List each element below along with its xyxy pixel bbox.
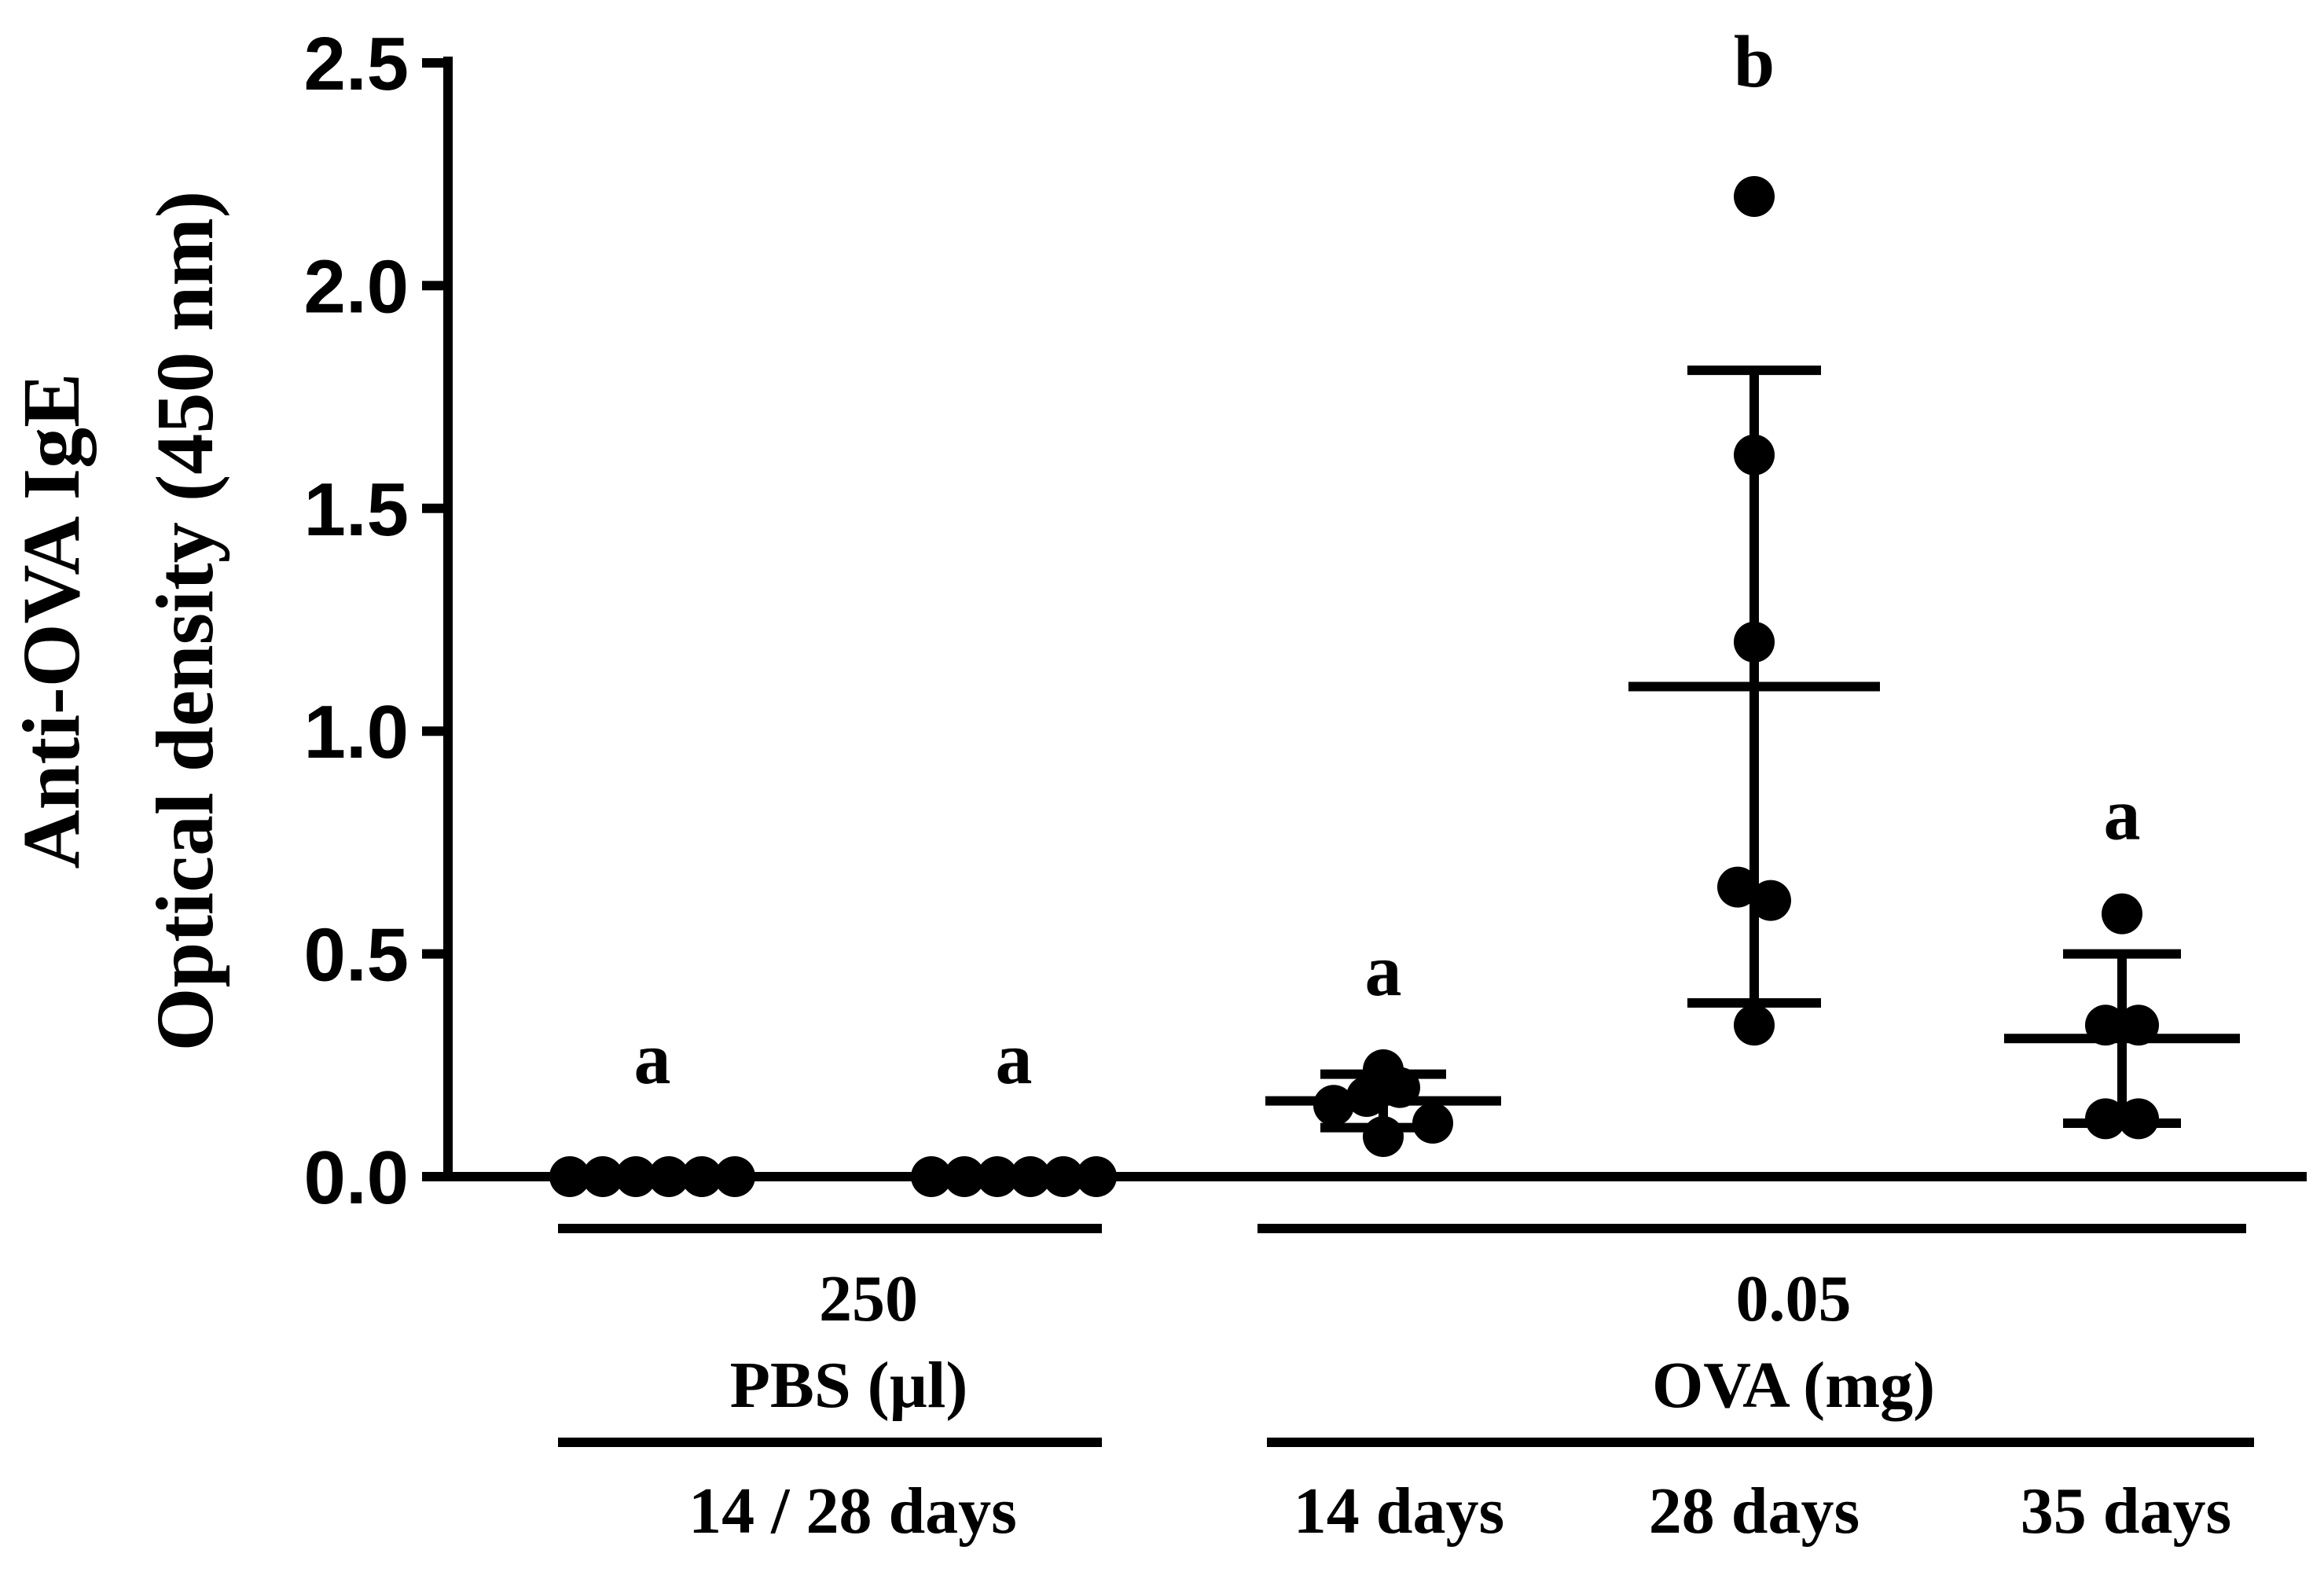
ova-time-35-label: 35 days bbox=[2021, 1475, 2231, 1548]
group-4-data-point bbox=[1734, 1005, 1775, 1046]
group-5-data-point bbox=[2085, 1098, 2126, 1140]
y-tick-label: 2.5 bbox=[304, 22, 409, 106]
group-1-data-point bbox=[615, 1156, 656, 1197]
ova-time-28-label: 28 days bbox=[1649, 1475, 1860, 1548]
y-tick-label: 0.0 bbox=[304, 1136, 409, 1220]
group-2-data-point bbox=[1076, 1156, 1117, 1197]
group-5-data-point bbox=[2085, 1005, 2126, 1046]
group-2-data-point bbox=[1010, 1156, 1051, 1197]
y-axis-title-line2: Optical density (450 nm) bbox=[140, 191, 230, 1052]
group-2-data-point bbox=[977, 1156, 1018, 1197]
group-1-significance-letter: a bbox=[634, 1018, 671, 1100]
group-4-data-point bbox=[1734, 621, 1775, 663]
group-4-significance-letter: b bbox=[1734, 21, 1775, 103]
group-4-data-point bbox=[1734, 434, 1775, 476]
y-tick-label: 0.5 bbox=[304, 913, 409, 997]
group-2-significance-letter: a bbox=[996, 1018, 1033, 1100]
group-3-data-point bbox=[1412, 1102, 1453, 1144]
group-2-data-point bbox=[911, 1156, 952, 1197]
group-1-data-point bbox=[714, 1156, 755, 1197]
group-5-data-point bbox=[2102, 893, 2142, 935]
pbs-time-label: 14 / 28 days bbox=[688, 1475, 1017, 1548]
group-1-data-point bbox=[582, 1156, 623, 1197]
group-4-data-point bbox=[1750, 880, 1791, 921]
y-axis-title-line1: Anti-OVA IgE bbox=[6, 373, 97, 869]
group-4-data-point bbox=[1734, 176, 1775, 218]
y-tick-label: 1.0 bbox=[304, 690, 409, 774]
group-5-significance-letter: a bbox=[2104, 774, 2141, 856]
group-4-data-point bbox=[1717, 866, 1758, 908]
ova-dose-label: 0.05 bbox=[1736, 1262, 1852, 1335]
group-3-data-point bbox=[1313, 1085, 1354, 1126]
group-3-significance-letter: a bbox=[1365, 930, 1402, 1012]
group-3-data-point bbox=[1363, 1115, 1404, 1157]
data-marks: a a a b a bbox=[549, 21, 2240, 1197]
group-5-data-point bbox=[2118, 1005, 2159, 1046]
ova-time-14-label: 14 days bbox=[1294, 1475, 1504, 1548]
y-tick-label: 2.0 bbox=[304, 244, 409, 329]
group-1-data-point bbox=[549, 1156, 590, 1197]
group-1-data-point bbox=[648, 1156, 689, 1197]
group-1-data-point bbox=[681, 1156, 722, 1197]
pbs-dose-label: 250 bbox=[819, 1262, 918, 1335]
group-2-data-point bbox=[944, 1156, 985, 1197]
group-3-data-point bbox=[1363, 1049, 1404, 1090]
pbs-unit-label: PBS (µl) bbox=[730, 1349, 968, 1422]
group-2-data-point bbox=[1043, 1156, 1084, 1197]
y-ticks: 0.0 0.5 1.0 1.5 2.0 2.5 bbox=[304, 22, 448, 1220]
y-tick-label: 1.5 bbox=[304, 468, 409, 552]
ova-unit-label: OVA (mg) bbox=[1652, 1349, 1935, 1422]
group-5-data-point bbox=[2118, 1098, 2159, 1140]
